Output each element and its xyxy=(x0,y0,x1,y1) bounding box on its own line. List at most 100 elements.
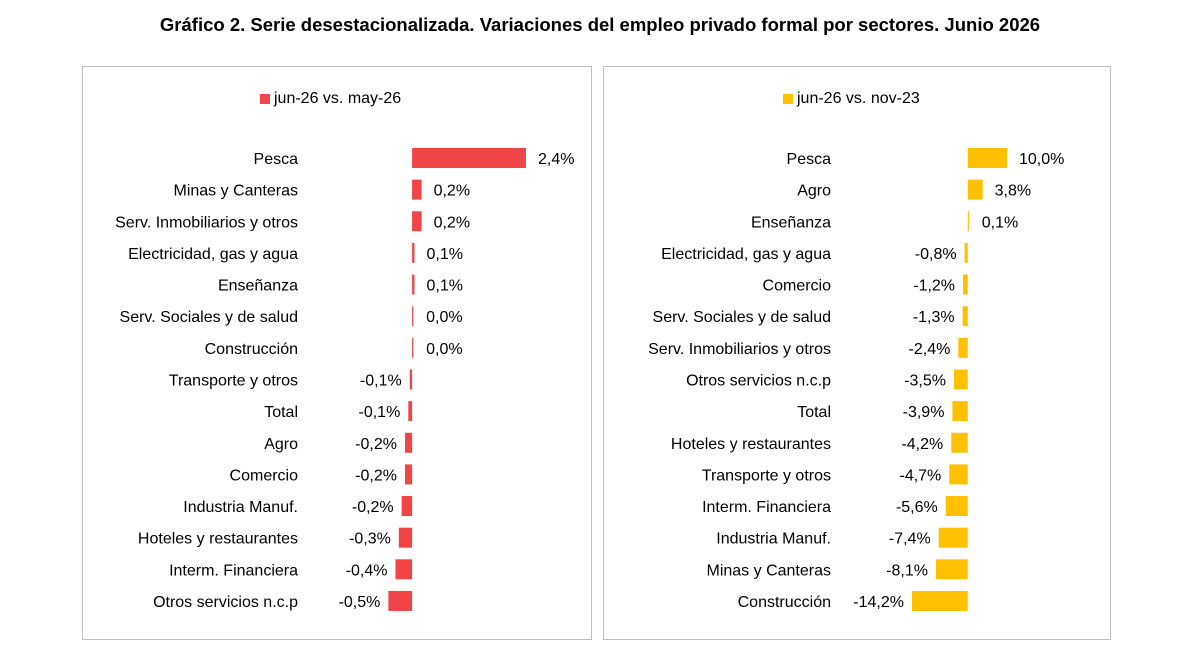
category-label: Construcción xyxy=(205,341,298,358)
bar xyxy=(412,179,422,200)
bar xyxy=(951,432,968,453)
data-label: 0,1% xyxy=(982,214,1018,231)
legend-label-right: jun-26 vs. nov-23 xyxy=(797,90,920,107)
data-label: 0,2% xyxy=(434,214,470,231)
bar xyxy=(388,590,413,611)
category-label: Enseñanza xyxy=(751,214,831,231)
category-label: Otros servicios n.c.p xyxy=(153,594,298,611)
data-label: 0,2% xyxy=(434,183,470,200)
data-label: -3,9% xyxy=(903,404,945,421)
category-label: Transporte y otros xyxy=(702,467,831,484)
bar xyxy=(404,432,413,453)
bar xyxy=(952,401,968,422)
category-label: Agro xyxy=(264,436,298,453)
bar xyxy=(412,274,415,295)
data-label: -0,2% xyxy=(352,499,394,516)
bar xyxy=(409,369,413,390)
category-label: Serv. Sociales y de salud xyxy=(120,309,298,326)
category-label: Construcción xyxy=(738,594,831,611)
data-label: -0,5% xyxy=(339,594,381,611)
data-label: -1,3% xyxy=(913,309,955,326)
category-label: Industria Manuf. xyxy=(183,499,298,516)
category-label: Minas y Canteras xyxy=(174,183,299,200)
data-label: 0,0% xyxy=(426,309,462,326)
chart-panel-right: jun-26 vs. nov-23 Pesca 10,0% Agro 3,8% Ense… xyxy=(603,66,1111,640)
bar xyxy=(412,337,414,358)
data-label: -0,1% xyxy=(360,372,402,389)
category-label: Enseñanza xyxy=(218,278,298,295)
category-label: Industria Manuf. xyxy=(716,531,831,548)
category-label: Hoteles y restaurantes xyxy=(671,436,831,453)
category-label: Serv. Sociales y de salud xyxy=(653,309,831,326)
bar xyxy=(395,559,413,580)
data-label: -2,4% xyxy=(909,341,951,358)
bar xyxy=(954,369,968,390)
data-label: -14,2% xyxy=(853,594,904,611)
category-label: Comercio xyxy=(230,467,299,484)
data-label: -4,7% xyxy=(899,467,941,484)
category-label: Electricidad, gas y agua xyxy=(128,246,298,263)
bar xyxy=(962,306,968,327)
bar xyxy=(945,496,968,517)
bar-chart-left: Pesca 2,4% Minas y Canteras 0,2% Serv. Inmob… xyxy=(115,148,574,611)
data-label: -0,2% xyxy=(355,436,397,453)
bar-chart-right: Pesca 10,0% Agro 3,8% Enseñanza 0,1% Electrici… xyxy=(648,148,1064,611)
category-label: Serv. Inmobiliarios y otros xyxy=(648,341,831,358)
bar xyxy=(412,306,414,327)
data-label: -7,4% xyxy=(889,531,931,548)
data-label: -5,6% xyxy=(896,499,938,516)
legend-swatch-left xyxy=(260,94,270,104)
data-label: -3,5% xyxy=(904,372,946,389)
bar xyxy=(938,527,968,548)
bar xyxy=(412,211,422,232)
chart-title: Gráfico 2. Serie desestacionalizada. Var… xyxy=(159,14,1041,35)
chart-panel-left: jun-26 vs. may-26 Pesca 2,4% Minas y Cante… xyxy=(82,66,592,640)
legend-left: jun-26 vs. may-26 xyxy=(260,89,401,109)
category-label: Total xyxy=(264,404,298,421)
data-label: 3,8% xyxy=(995,183,1031,200)
data-label: -0,8% xyxy=(915,246,957,263)
bar xyxy=(964,242,968,263)
data-label: 0,0% xyxy=(426,341,462,358)
data-label: -0,1% xyxy=(359,404,401,421)
category-label: Transporte y otros xyxy=(169,372,298,389)
category-label: Interm. Financiera xyxy=(702,499,831,516)
bar xyxy=(949,464,968,485)
category-label: Interm. Financiera xyxy=(169,562,298,579)
category-label: Minas y Canteras xyxy=(707,562,832,579)
bar xyxy=(967,179,983,200)
category-label: Otros servicios n.c.p xyxy=(686,372,831,389)
data-label: 10,0% xyxy=(1019,151,1064,168)
bar xyxy=(963,274,968,295)
data-label: -0,4% xyxy=(346,562,388,579)
bar xyxy=(412,242,415,263)
bar xyxy=(398,527,413,548)
bar xyxy=(958,337,968,358)
bar xyxy=(967,148,1007,168)
legend-label-left: jun-26 vs. may-26 xyxy=(274,90,402,107)
bar xyxy=(401,496,413,517)
data-label: -8,1% xyxy=(886,562,928,579)
bar xyxy=(408,401,413,422)
data-label: 0,1% xyxy=(426,246,462,263)
category-label: Pesca xyxy=(787,151,832,168)
data-label: -0,2% xyxy=(355,467,397,484)
legend-right: jun-26 vs. nov-23 xyxy=(783,89,920,109)
bar xyxy=(967,211,969,232)
category-label: Serv. Inmobiliarios y otros xyxy=(115,214,298,231)
category-label: Electricidad, gas y agua xyxy=(661,246,831,263)
data-label: 0,1% xyxy=(426,278,462,295)
bar xyxy=(935,559,968,580)
category-label: Hoteles y restaurantes xyxy=(138,531,298,548)
data-label: 2,4% xyxy=(538,151,574,168)
bar xyxy=(412,148,526,168)
category-label: Agro xyxy=(797,183,831,200)
legend-swatch-right xyxy=(783,94,793,104)
data-label: -1,2% xyxy=(913,278,955,295)
category-label: Pesca xyxy=(254,151,299,168)
category-label: Comercio xyxy=(763,278,832,295)
bar xyxy=(404,464,413,485)
bar xyxy=(912,590,968,611)
data-label: -0,3% xyxy=(349,531,391,548)
data-label: -4,2% xyxy=(901,436,943,453)
